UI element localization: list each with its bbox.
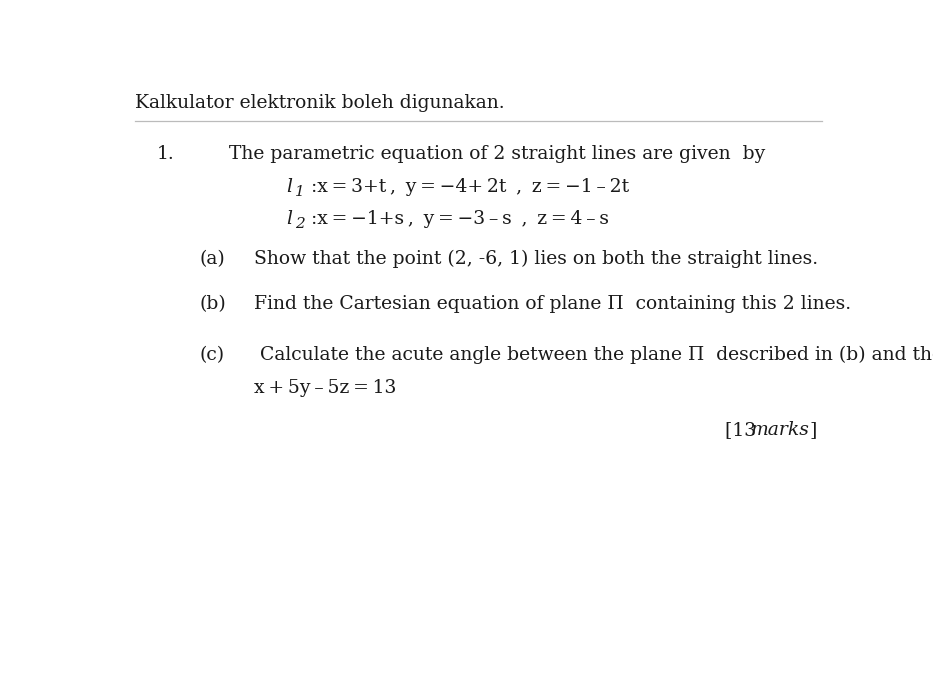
Text: ]: ] bbox=[809, 421, 816, 440]
Text: Kalkulator elektronik boleh digunakan.: Kalkulator elektronik boleh digunakan. bbox=[134, 95, 505, 112]
Text: :x = −1+s ,  y = −3 – s  ,  z = 4 – s: :x = −1+s , y = −3 – s , z = 4 – s bbox=[304, 210, 608, 228]
Text: (b): (b) bbox=[200, 295, 227, 313]
Text: Find the Cartesian equation of plane Π  containing this 2 lines.: Find the Cartesian equation of plane Π c… bbox=[254, 295, 851, 313]
Text: 2: 2 bbox=[295, 217, 305, 231]
Text: Calculate the acute angle between the plane Π  described in (b) and the plane: Calculate the acute angle between the pl… bbox=[254, 346, 933, 364]
Text: [13: [13 bbox=[725, 421, 760, 440]
Text: :x = 3+t ,  y = −4+ 2t  ,  z = −1 – 2t: :x = 3+t , y = −4+ 2t , z = −1 – 2t bbox=[304, 179, 629, 197]
Text: marks: marks bbox=[750, 421, 809, 440]
Text: 1: 1 bbox=[295, 186, 305, 199]
Text: The parametric equation of 2 straight lines are given  by: The parametric equation of 2 straight li… bbox=[229, 146, 765, 164]
Text: (a): (a) bbox=[200, 250, 226, 268]
Text: x + 5y – 5z = 13: x + 5y – 5z = 13 bbox=[254, 379, 397, 397]
Text: l: l bbox=[286, 179, 293, 197]
Text: (c): (c) bbox=[200, 346, 225, 364]
Text: l: l bbox=[286, 210, 293, 228]
Text: Show that the point (2, -6, 1) lies on both the straight lines.: Show that the point (2, -6, 1) lies on b… bbox=[254, 250, 818, 268]
Text: 1.: 1. bbox=[157, 146, 174, 164]
